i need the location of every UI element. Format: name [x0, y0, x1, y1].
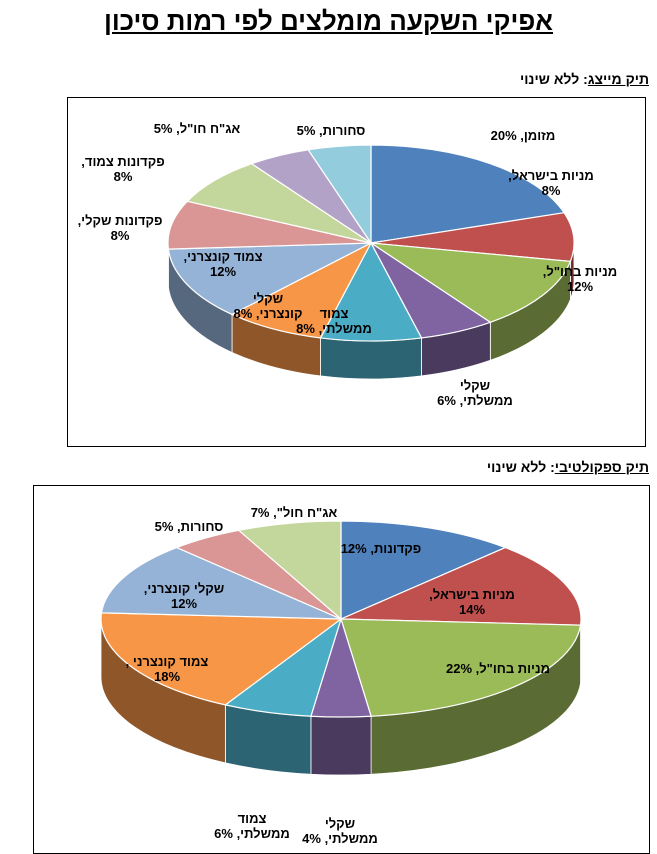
- slice-label-line: שקלי: [325, 816, 355, 831]
- pie-side: [100, 618, 582, 776]
- slice-label-line: ממשלתי, 4%: [302, 831, 378, 846]
- pie-slice: [307, 144, 372, 245]
- slice-label: פקדונות שקלי, 8%: [78, 213, 163, 243]
- slice-label-line: פקדונות צמוד,: [81, 154, 164, 169]
- slice-label: מניות בישראל, 8%: [508, 168, 594, 198]
- slice-label-line: סחורות, 5%: [297, 123, 366, 138]
- slice-label: פקדונות, 12%: [341, 541, 422, 556]
- slice-label-line: שקלי: [460, 378, 490, 393]
- slice-label-line: אג"ח חו"ל, 5%: [154, 121, 241, 136]
- pie-slice: [100, 612, 343, 706]
- slice-label-line: קונצרני, 8%: [234, 306, 303, 321]
- pie-chart-speculative: פקדונות, 12% מניות בישראל, 14% מניות בחו"ל,…: [100, 505, 582, 846]
- slice-label: שקלי קונצרני, 8%: [234, 291, 303, 321]
- slice-label: שקלי ממשלתי, 4%: [302, 816, 378, 846]
- slice-label-line: 8%: [111, 228, 130, 243]
- slice-label-line: סחורות, 5%: [155, 519, 224, 534]
- slice-label-line: 14%: [459, 602, 485, 617]
- section-name: תיק מייצג: [587, 71, 649, 87]
- slice-label: פקדונות צמוד, 8%: [81, 154, 164, 184]
- slice-label-line: ממשלתי, 6%: [214, 826, 290, 841]
- section-separator: :: [583, 71, 588, 87]
- pie-slice: [167, 200, 372, 250]
- pie-slice: [100, 546, 342, 620]
- pie-slice: [167, 242, 372, 316]
- pie-slice: [370, 212, 575, 263]
- pie-slice: [340, 546, 582, 626]
- slice-label-line: 12%: [567, 279, 593, 294]
- slice-label: צמוד ממשלתי, 6%: [214, 811, 290, 841]
- section-note: ללא שינוי: [486, 459, 547, 475]
- slice-label: שקלי קונצרני, 12%: [144, 581, 225, 611]
- slice-label-line: 8%: [542, 183, 561, 198]
- pie-slice-side: [320, 337, 422, 380]
- slice-label: מניות בישראל, 14%: [429, 587, 515, 617]
- pie-slice: [370, 144, 566, 244]
- slice-label-line: מזומן, 20%: [491, 128, 556, 143]
- slice-label-line: 12%: [210, 264, 236, 279]
- slice-label-line: ממשלתי, 8%: [296, 321, 372, 336]
- section-heading-representative: תיק מייצג: ללא שינוי: [520, 71, 649, 87]
- slice-label: סחורות, 5%: [297, 123, 366, 138]
- section-name: תיק ספקולטיבי: [554, 459, 649, 475]
- pie-slice: [186, 163, 372, 244]
- slice-label-line: פקדונות שקלי,: [78, 213, 163, 228]
- slice-label-line: מניות בישראל,: [429, 587, 515, 602]
- slice-label-line: 12%: [171, 596, 197, 611]
- slice-label-line: צמוד: [320, 306, 349, 321]
- slice-label-line: 18%: [154, 669, 180, 684]
- slice-label-line: מניות בחו"ל,: [543, 264, 617, 279]
- slice-label: מזומן, 20%: [491, 128, 556, 143]
- slice-label: מניות בחו"ל, 12%: [543, 264, 617, 294]
- slice-label-line: שקלי קונצרני,: [144, 581, 225, 596]
- slice-label-line: 8%: [114, 169, 133, 184]
- slice-label: צמוד קונצרני , 18%: [126, 654, 209, 684]
- pie-slice-side: [310, 715, 372, 776]
- slice-label: אג"ח חול", 7%: [251, 505, 338, 520]
- slice-label-line: צמוד קונצרני,: [183, 249, 262, 264]
- slice-label-line: פקדונות, 12%: [341, 541, 422, 556]
- section-separator: :: [550, 459, 555, 475]
- slice-label: שקלי ממשלתי, 6%: [437, 378, 513, 408]
- pie-slice: [340, 520, 507, 620]
- slice-label-line: ממשלתי, 6%: [437, 393, 513, 408]
- slice-label: צמוד ממשלתי, 8%: [296, 306, 372, 336]
- slice-label-line: צמוד קונצרני ,: [126, 654, 209, 669]
- slice-label: אג"ח חו"ל, 5%: [154, 121, 241, 136]
- slice-label-line: צמוד: [238, 811, 267, 826]
- pie-slice: [370, 242, 572, 323]
- slice-label-line: מניות בחו"ל, 22%: [446, 661, 550, 676]
- chart-representative: מזומן, 20% מניות בישראל, 8% מניות בחו"ל, 12%…: [67, 97, 646, 447]
- chart-speculative: פקדונות, 12% מניות בישראל, 14% מניות בחו"ל,…: [33, 485, 650, 854]
- slice-label: מניות בחו"ל, 22%: [446, 661, 550, 676]
- slice-label-line: אג"ח חול", 7%: [251, 505, 338, 520]
- slice-label: סחורות, 5%: [155, 519, 224, 534]
- pie-slice: [237, 520, 342, 621]
- page-title: אפיקי השקעה מומלצים לפי רמות סיכון: [103, 6, 554, 36]
- section-heading-speculative: תיק ספקולטיבי: ללא שינוי: [487, 459, 649, 475]
- slice-label-line: שקלי: [253, 291, 283, 306]
- pie-slice: [319, 241, 423, 342]
- pie-slice: [230, 241, 373, 339]
- slice-label: צמוד קונצרני, 12%: [183, 249, 262, 279]
- pie-chart-representative: מזומן, 20%מניות בישראל, 8%מניות בחו"ל, 12%…: [78, 121, 618, 408]
- slice-label-line: מניות בישראל,: [508, 168, 594, 183]
- pie-slice: [340, 618, 582, 717]
- section-note: ללא שינוי: [519, 71, 580, 87]
